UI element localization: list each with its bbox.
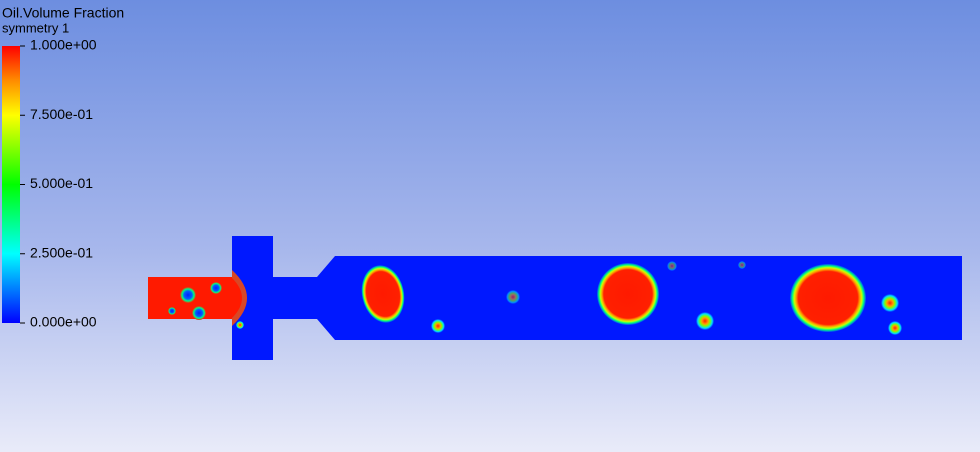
water-droplet (192, 306, 206, 320)
oil-front-core (232, 278, 242, 318)
tick-label: 7.500e-01 (30, 106, 93, 122)
water-droplet (180, 287, 196, 303)
tick-label: 5.000e-01 (30, 175, 93, 191)
legend-ticks: 1.000e+00 7.500e-01 5.000e-01 2.500e-01 0.00… (20, 37, 97, 330)
legend-subtitle: symmetry 1 (2, 20, 69, 35)
water-droplet (210, 282, 222, 294)
water-droplet (168, 307, 176, 315)
oil-droplet (738, 261, 746, 269)
oil-droplet (506, 290, 520, 304)
flow-domain (148, 236, 962, 360)
tick-label: 0.000e+00 (30, 314, 97, 330)
oil-droplet (881, 294, 899, 312)
oil-droplet (888, 321, 902, 335)
legend-title: Oil.Volume Fraction (2, 5, 124, 21)
oil-bubble (790, 264, 866, 332)
oil-bubble (597, 263, 659, 325)
tick-label: 2.500e-01 (30, 244, 93, 260)
tick-label: 1.000e+00 (30, 37, 97, 53)
oil-bubble (361, 265, 405, 323)
color-bar (2, 46, 20, 323)
oil-droplet (667, 261, 677, 271)
oil-droplet (696, 312, 714, 330)
oil-droplet (431, 319, 445, 333)
oil-droplet (236, 321, 244, 329)
